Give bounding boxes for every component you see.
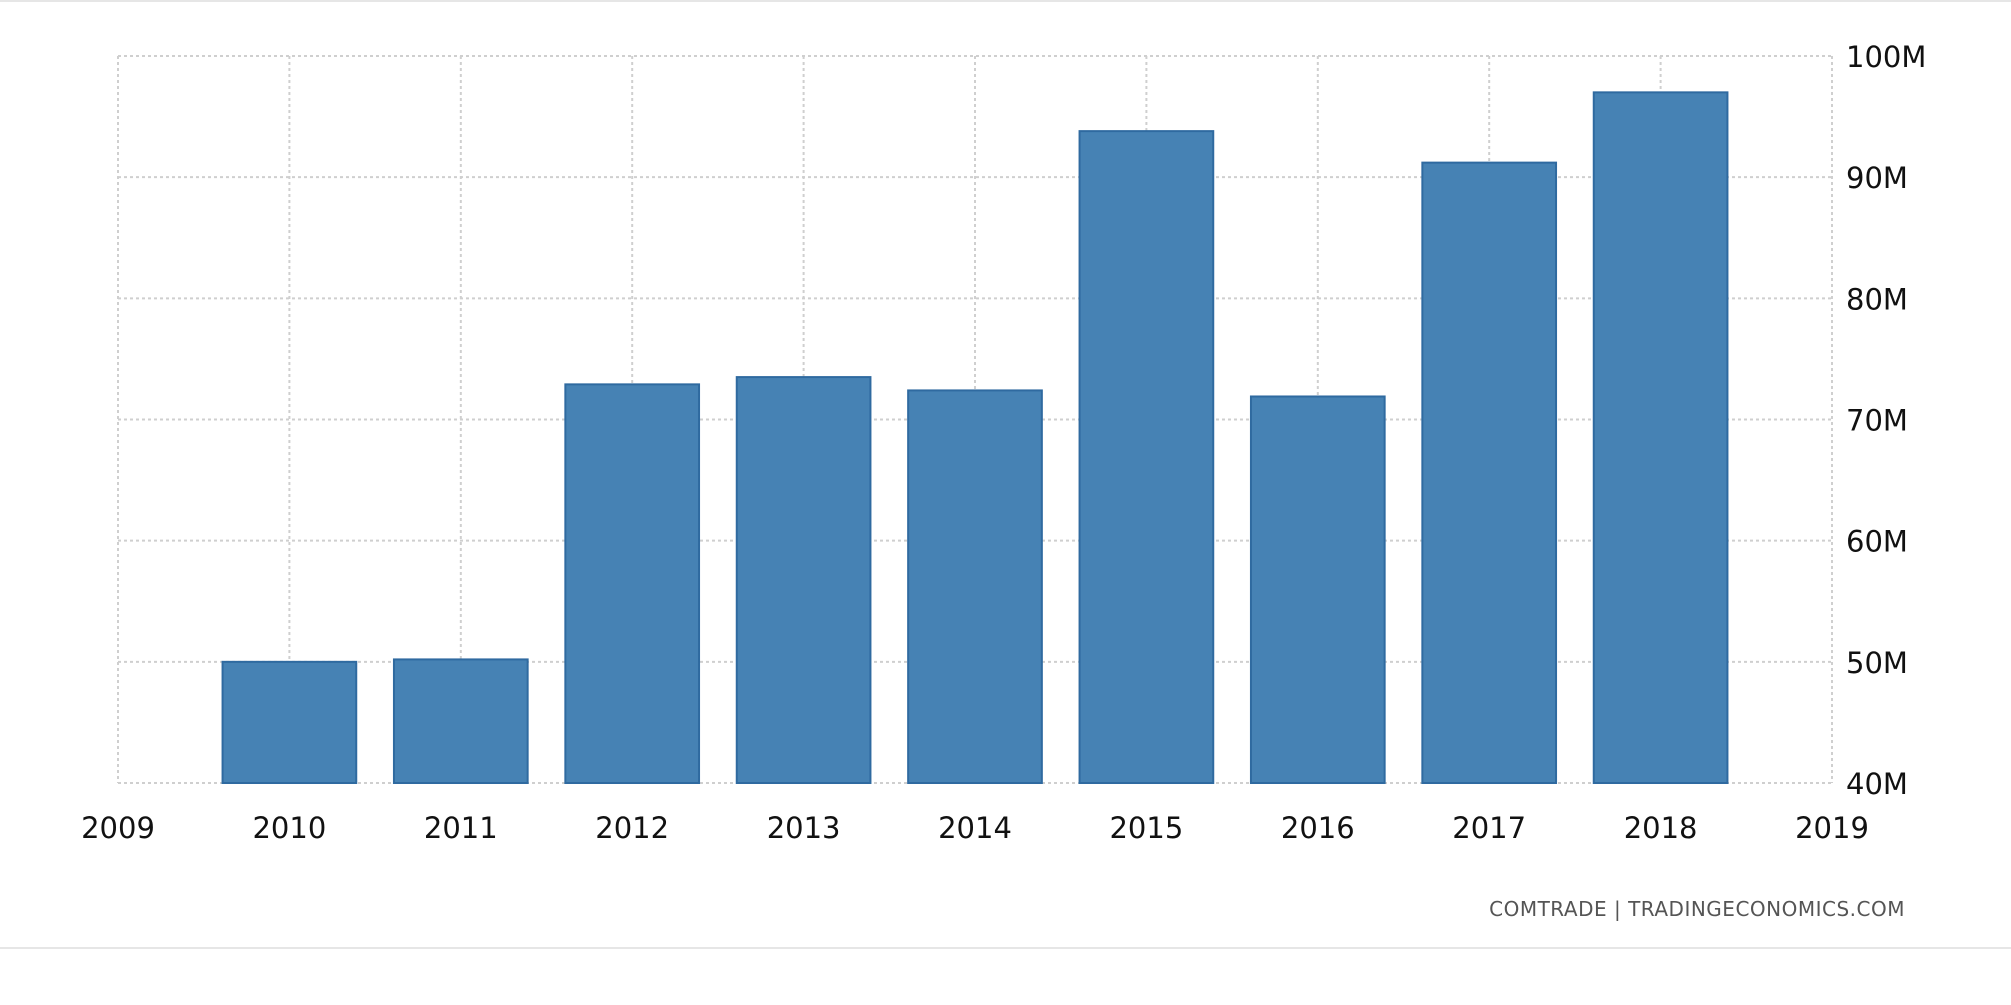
bar-2011[interactable] <box>392 658 529 784</box>
x-tick-label: 2015 <box>1109 811 1183 845</box>
y-tick-label: 50M <box>1846 646 1908 680</box>
bar-2012[interactable] <box>564 383 701 784</box>
source-attribution: COMTRADE | TRADINGECONOMICS.COM <box>1489 897 1905 921</box>
x-axis-ticks: 2009 2010 2011 2012 2013 2014 2015 2016 2017 2018… <box>81 811 1869 845</box>
bar-2018[interactable] <box>1592 91 1729 785</box>
bar-2013[interactable] <box>735 376 872 784</box>
x-tick-label: 2010 <box>252 811 326 845</box>
y-tick-label: 100M <box>1846 40 1926 74</box>
x-tick-label: 2016 <box>1281 811 1355 845</box>
bars <box>221 91 1729 785</box>
x-tick-label: 2011 <box>424 811 498 845</box>
bar-2017[interactable] <box>1421 161 1558 785</box>
x-tick-label: 2017 <box>1452 811 1526 845</box>
y-tick-label: 80M <box>1846 282 1908 316</box>
bar-2010[interactable] <box>221 660 358 784</box>
y-axis-ticks: 40M 50M 60M 70M 80M 90M 100M <box>1846 40 1926 801</box>
y-tick-label: 40M <box>1846 767 1908 801</box>
x-tick-label: 2018 <box>1624 811 1698 845</box>
x-tick-label: 2009 <box>81 811 155 845</box>
bar-2016[interactable] <box>1249 395 1386 784</box>
y-tick-label: 60M <box>1846 525 1908 559</box>
bar-2014[interactable] <box>907 389 1043 784</box>
x-tick-label: 2012 <box>595 811 669 845</box>
y-tick-label: 70M <box>1846 404 1908 438</box>
x-tick-label: 2013 <box>767 811 841 845</box>
x-tick-label: 2019 <box>1795 811 1869 845</box>
y-tick-label: 90M <box>1846 161 1908 195</box>
bar-2015[interactable] <box>1078 130 1215 784</box>
x-tick-label: 2014 <box>938 811 1012 845</box>
